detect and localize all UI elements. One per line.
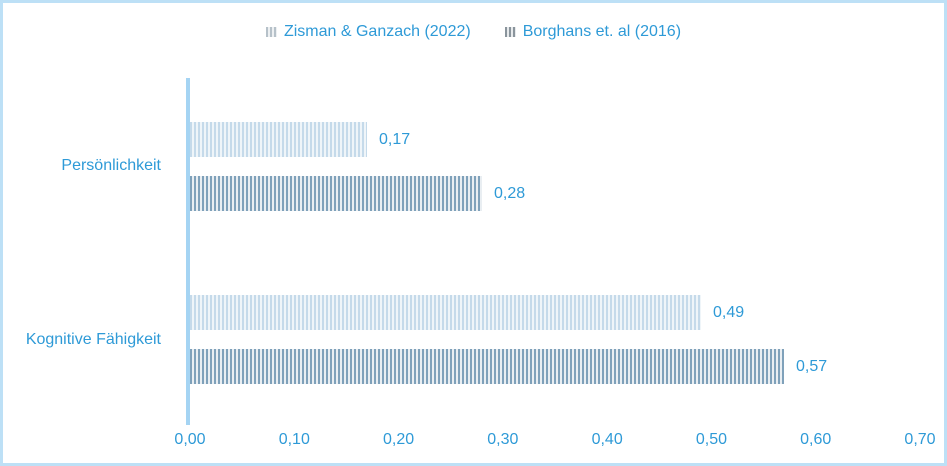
x-axis-tick-label: 0,70	[904, 431, 936, 448]
x-axis-tick-label: 0,60	[800, 431, 832, 448]
x-axis-tick-label: 0,10	[278, 431, 310, 448]
bar-series1-cat2	[190, 295, 701, 330]
x-axis-tick-label: 0,40	[591, 431, 623, 448]
x-axis-tick-label: 0,30	[487, 431, 519, 448]
x-axis-tick-label: 0,00	[174, 431, 206, 448]
plot-area: Persönlichkeit Kognitive Fähigkeit 0,17 0…	[3, 3, 944, 463]
bar-series1-cat1	[190, 122, 367, 157]
bar-value-label: 0,17	[379, 131, 411, 148]
legend-label-zisman: Zisman & Ganzach (2022)	[283, 23, 471, 40]
legend-item-zisman: Zisman & Ganzach (2022)	[265, 23, 471, 41]
bar-value-label: 0,49	[713, 304, 745, 321]
x-axis-tick-label: 0,50	[695, 431, 727, 448]
bar-series2-cat1	[190, 176, 482, 211]
legend-label-borghans: Borghans et. al (2016)	[522, 23, 682, 40]
category-label-kognitive-faehigkeit: Kognitive Fähigkeit	[25, 331, 161, 348]
category-label-persoenlichkeit: Persönlichkeit	[61, 157, 161, 174]
bar-value-label: 0,57	[796, 358, 828, 375]
bar-series2-cat2	[190, 349, 784, 384]
bar-value-label: 0,28	[494, 185, 526, 202]
legend-swatch-borghans-icon	[504, 27, 516, 37]
legend-swatch-zisman-icon	[265, 27, 277, 37]
legend-item-borghans: Borghans et. al (2016)	[504, 23, 682, 41]
y-axis-line	[186, 78, 190, 425]
legend: Zisman & Ganzach (2022) Borghans et. al …	[3, 23, 944, 41]
x-axis-tick-label: 0,20	[382, 431, 415, 448]
